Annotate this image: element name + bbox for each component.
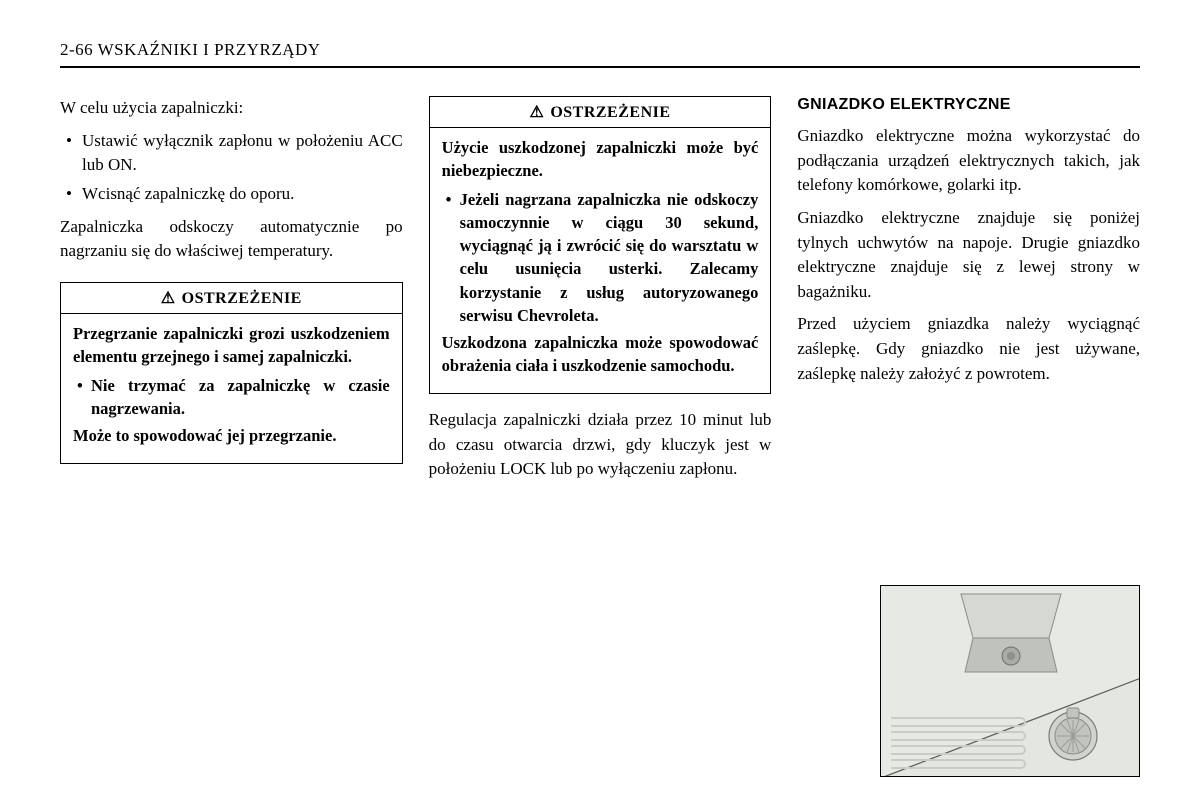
step-2: Wcisnąć zapalniczkę do oporu. (60, 182, 403, 207)
warning-1-p2: Może to spowodować jej przegrzanie. (73, 424, 390, 447)
usage-steps-list: Ustawić wyłącznik zapłonu w położeniu AC… (60, 129, 403, 207)
warning-1-title: ⚠ OSTRZEŻENIE (61, 283, 402, 314)
warning-2-title: ⚠ OSTRZEŻENIE (430, 97, 771, 128)
outlet-illustration-icon (881, 586, 1140, 777)
column-2: ⚠ OSTRZEŻENIE Użycie uszkodzonej zapalnic… (429, 96, 772, 490)
outlet-p2: Gniazdko elektryczne znajduje się poniże… (797, 206, 1140, 305)
page-header: 2-66 WSKAŹNIKI I PRZYRZĄDY (60, 40, 1140, 60)
outlet-figure (880, 585, 1140, 777)
warning-box-1: ⚠ OSTRZEŻENIE Przegrzanie zapalniczki gro… (60, 282, 403, 464)
regulation-text: Regulacja zapalniczki działa przez 10 mi… (429, 408, 772, 482)
warning-icon: ⚠ (161, 290, 176, 307)
outlet-p1: Gniazdko elektryczne można wykorzystać d… (797, 124, 1140, 198)
warning-1-body: Przegrzanie zapalniczki grozi uszkodzeni… (61, 314, 402, 463)
auto-eject-text: Zapalniczka odskoczy automatycznie po na… (60, 215, 403, 264)
warning-2-p1: Użycie uszkodzonej zapalniczki może być … (442, 136, 759, 182)
warning-1-list: Nie trzymać za zapalniczkę w czasie nagr… (73, 374, 390, 420)
warning-2-title-text: OSTRZEŻENIE (550, 104, 670, 121)
column-1: W celu użycia zapalniczki: Ustawić wyłąc… (60, 96, 403, 490)
warning-icon: ⚠ (529, 104, 544, 121)
warning-1-p1: Przegrzanie zapalniczki grozi uszkodzeni… (73, 322, 390, 368)
warning-2-list: Jeżeli nagrzana zapalniczka nie odskoczy… (442, 188, 759, 327)
header-rule (60, 66, 1140, 68)
intro-text: W celu użycia zapalniczki: (60, 96, 403, 121)
column-3: GNIAZDKO ELEKTRYCZNE Gniazdko elektryczn… (797, 96, 1140, 490)
warning-box-2: ⚠ OSTRZEŻENIE Użycie uszkodzonej zapalnic… (429, 96, 772, 394)
warning-2-body: Użycie uszkodzonej zapalniczki może być … (430, 128, 771, 393)
warning-1-title-text: OSTRZEŻENIE (182, 290, 302, 307)
outlet-p3: Przed użyciem gniazdka należy wyciągnąć … (797, 312, 1140, 386)
section-heading-outlet: GNIAZDKO ELEKTRYCZNE (797, 96, 1140, 114)
warning-2-li: Jeżeli nagrzana zapalniczka nie odskoczy… (442, 188, 759, 327)
step-1: Ustawić wyłącznik zapłonu w położeniu AC… (60, 129, 403, 178)
content-columns: W celu użycia zapalniczki: Ustawić wyłąc… (60, 96, 1140, 490)
warning-1-li: Nie trzymać za zapalniczkę w czasie nagr… (73, 374, 390, 420)
warning-2-p2: Uszkodzona zapalniczka może spowodować o… (442, 331, 759, 377)
